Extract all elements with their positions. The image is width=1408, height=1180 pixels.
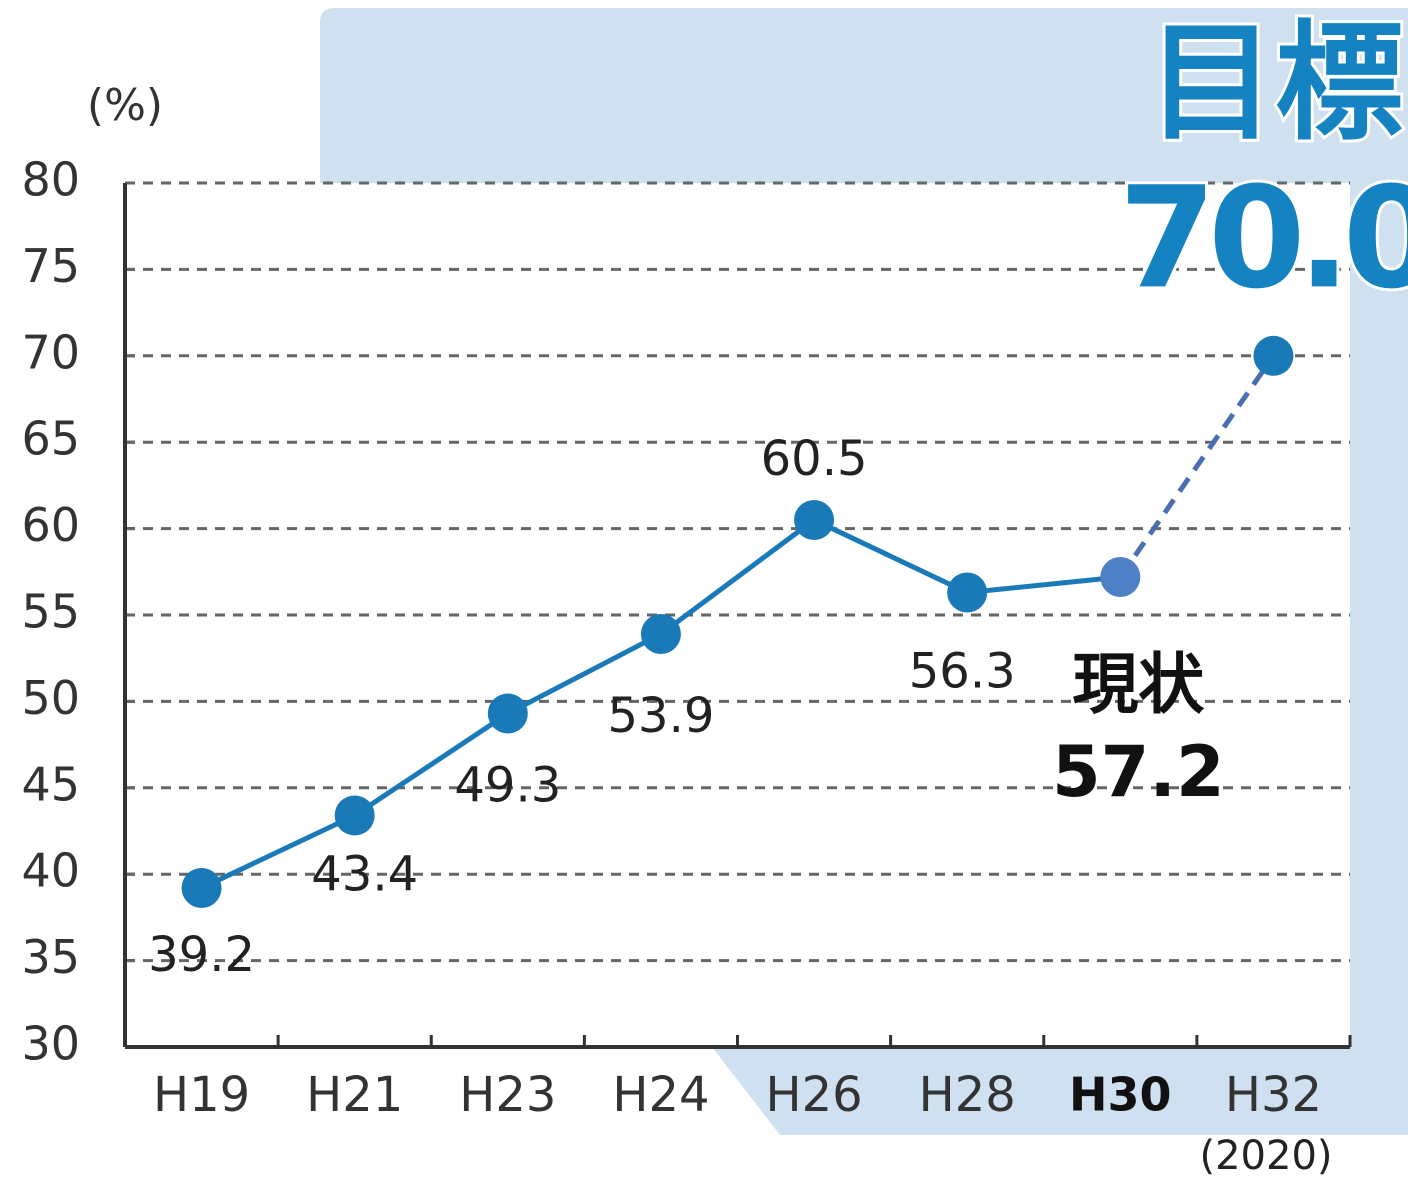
x-tick-label: H23 (459, 1067, 556, 1123)
data-point (334, 795, 375, 836)
y-tick-label: 55 (21, 585, 80, 639)
x-tick-label: H30 (1069, 1068, 1172, 1122)
y-tick-label: 60 (21, 498, 80, 552)
data-label: 60.5 (761, 431, 868, 487)
x-tick-label: H32 (1225, 1067, 1322, 1123)
projection-line (1118, 354, 1276, 579)
y-tick-label: 50 (21, 671, 80, 725)
data-point (181, 868, 222, 909)
x-tick-label: H26 (765, 1067, 862, 1123)
y-tick-label: 80 (21, 153, 80, 207)
data-point (1253, 335, 1294, 376)
data-label: 53.9 (608, 688, 715, 744)
data-point (487, 693, 528, 734)
x-tick-label: H28 (919, 1067, 1016, 1123)
y-tick-label: 65 (21, 412, 80, 466)
data-label: 49.3 (454, 757, 561, 813)
x-tick-label: H24 (612, 1067, 709, 1123)
data-label: 70.0 (1119, 157, 1408, 320)
x-tick-label: H19 (153, 1067, 250, 1123)
category-note: (2020) (1199, 1133, 1332, 1179)
annotation: 目標 (1147, 9, 1403, 158)
y-tick-label: 45 (21, 757, 80, 811)
y-tick-label: 40 (21, 844, 80, 898)
data-point (1100, 556, 1141, 597)
y-tick-label: 75 (21, 239, 80, 293)
data-point (640, 614, 681, 655)
data-label: 39.2 (148, 927, 255, 983)
annotation: 現状 (1072, 646, 1205, 723)
data-label: 43.4 (311, 846, 418, 902)
data-label: 56.3 (909, 644, 1016, 700)
y-tick-label: 30 (21, 1017, 80, 1071)
data-point (947, 572, 988, 613)
y-tick-label: 70 (21, 325, 80, 379)
x-tick-label: H21 (306, 1067, 403, 1123)
data-label: 57.2 (1052, 731, 1225, 813)
data-point (794, 499, 835, 540)
y-tick-label: 35 (21, 930, 80, 984)
y-axis-label: (%) (87, 80, 163, 131)
